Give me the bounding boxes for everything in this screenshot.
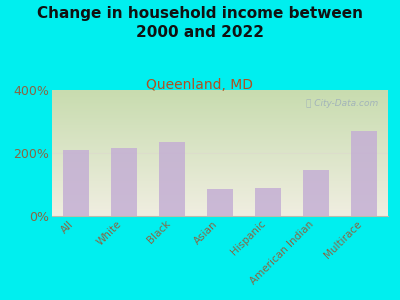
Text: ⓘ City-Data.com: ⓘ City-Data.com (306, 99, 378, 108)
Bar (351, 131, 377, 216)
Bar (207, 189, 233, 216)
Bar (255, 188, 281, 216)
Bar (111, 148, 137, 216)
Text: Queenland, MD: Queenland, MD (146, 78, 254, 92)
Bar (303, 170, 329, 216)
Text: Change in household income between
2000 and 2022: Change in household income between 2000 … (37, 6, 363, 40)
Bar (159, 142, 185, 216)
Bar (63, 150, 89, 216)
